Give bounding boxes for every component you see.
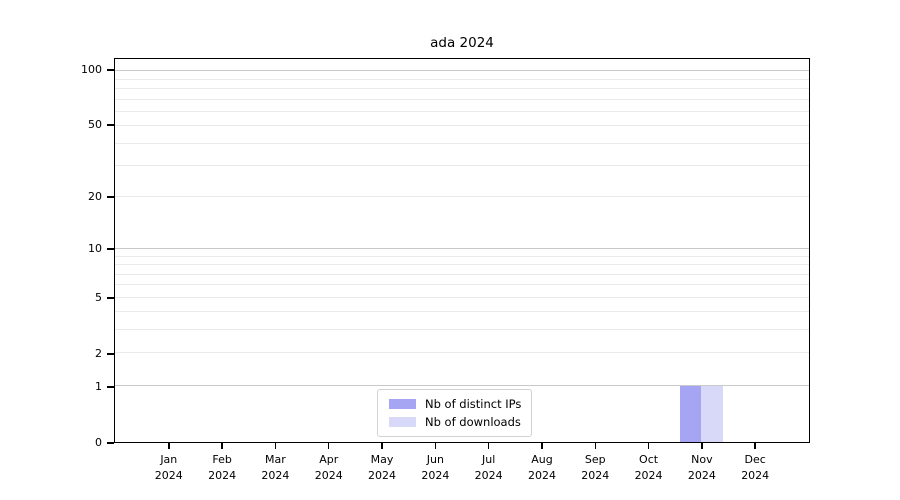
x-tick-year: 2024 (634, 468, 663, 482)
x-tick-label: Mar 2024 (245, 452, 305, 483)
gridline-minor (115, 142, 809, 144)
x-tick-mark (221, 443, 223, 449)
x-tick-year: 2024 (421, 468, 450, 482)
x-tick-label: Jun 2024 (405, 452, 465, 483)
x-tick-mark (274, 443, 277, 449)
legend-item-distinct-ips: Nb of distinct IPs (389, 397, 521, 411)
x-tick-month: Dec (744, 453, 766, 466)
gridline-major (115, 70, 809, 72)
y-tick-label: 100 (81, 62, 102, 76)
x-tick-year: 2024 (527, 468, 556, 482)
gridline-minor (115, 165, 809, 167)
chart-title: ada 2024 (430, 35, 494, 51)
x-tick-mark (327, 443, 330, 449)
x-tick-year: 2024 (687, 468, 716, 482)
x-tick-year: 2024 (368, 468, 397, 482)
x-tick-label: Oct 2024 (619, 452, 679, 483)
x-tick-mark (701, 443, 703, 449)
x-tick-mark (168, 443, 170, 449)
gridline-major (115, 248, 809, 250)
y-tick-label: 50 (88, 118, 102, 132)
x-tick-label: May 2024 (352, 452, 412, 483)
x-tick-month: Aug (531, 453, 553, 466)
x-tick-label: Nov 2024 (672, 452, 732, 483)
gridline-major (115, 384, 809, 386)
legend: Nb of distinct IPs Nb of downloads (377, 389, 533, 437)
x-tick-month: Sep (584, 453, 606, 466)
x-tick-year: 2024 (474, 468, 503, 482)
gridline-minor (115, 78, 809, 80)
x-tick-month: Feb (212, 453, 232, 466)
x-tick-label: Dec 2024 (725, 452, 785, 483)
y-tick-label: 5 (95, 291, 102, 305)
bar-nb-of-downloads-nov (701, 386, 723, 442)
plot-area: Nb of distinct IPs Nb of downloads (114, 58, 810, 443)
y-tick-mark (107, 353, 114, 355)
x-tick-mark (434, 443, 437, 449)
x-tick-month: Jun (426, 453, 444, 466)
x-tick-month: Jul (482, 453, 496, 466)
gridline-minor (115, 125, 809, 127)
gridline-minor (115, 110, 809, 112)
x-tick-year: 2024 (741, 468, 770, 482)
legend-item-downloads: Nb of downloads (389, 415, 521, 429)
gridline-minor (115, 296, 809, 298)
y-tick-label: 2 (95, 347, 102, 361)
gridline-minor (115, 255, 809, 257)
y-tick-mark (107, 248, 114, 250)
x-tick-year: 2024 (314, 468, 343, 482)
bar-nb-of-distinct-ips-nov (680, 386, 702, 442)
y-tick-mark (107, 297, 114, 299)
gridline-minor (115, 87, 809, 89)
x-tick-mark (647, 443, 650, 449)
x-tick-month: Nov (691, 453, 713, 466)
gridline-minor (115, 273, 809, 275)
x-tick-label: Aug 2024 (512, 452, 572, 483)
x-tick-month: Jan (160, 453, 178, 466)
y-tick-mark (107, 124, 114, 126)
x-tick-mark (754, 443, 756, 449)
y-tick-mark (107, 69, 114, 71)
gridline-minor (115, 98, 809, 100)
x-tick-label: Sep 2024 (565, 452, 625, 483)
gridline-minor (115, 264, 809, 266)
x-tick-year: 2024 (581, 468, 610, 482)
gridline-minor (115, 311, 809, 313)
x-tick-year: 2024 (261, 468, 290, 482)
x-tick-month: May (370, 453, 394, 466)
legend-label-downloads: Nb of downloads (425, 415, 521, 429)
gridline-minor (115, 352, 809, 354)
x-tick-label: Jan 2024 (139, 452, 199, 483)
x-tick-mark (381, 443, 383, 449)
legend-swatch-downloads (389, 417, 416, 427)
x-tick-month: Oct (639, 453, 659, 466)
x-tick-year: 2024 (154, 468, 183, 482)
x-tick-mark (487, 443, 490, 449)
gridline-minor (115, 196, 809, 198)
x-tick-mark (541, 443, 543, 449)
y-tick-label: 0 (95, 436, 102, 449)
y-tick-label: 10 (88, 242, 102, 256)
y-tick-label: 20 (88, 189, 102, 203)
x-tick-label: Jul 2024 (459, 452, 519, 483)
x-tick-month: Mar (265, 453, 286, 466)
gridline-minor (115, 329, 809, 331)
x-tick-label: Apr 2024 (299, 452, 359, 483)
x-tick-label: Feb 2024 (192, 452, 252, 483)
y-tick-mark (107, 442, 114, 444)
x-tick-mark (594, 443, 597, 449)
y-tick-mark (107, 196, 114, 198)
x-tick-year: 2024 (208, 468, 237, 482)
legend-label-distinct-ips: Nb of distinct IPs (425, 397, 522, 411)
y-tick-mark (107, 386, 114, 388)
y-tick-label: 1 (95, 379, 102, 393)
gridline-minor (115, 284, 809, 286)
x-tick-month: Apr (319, 453, 339, 466)
legend-swatch-distinct-ips (389, 399, 416, 409)
